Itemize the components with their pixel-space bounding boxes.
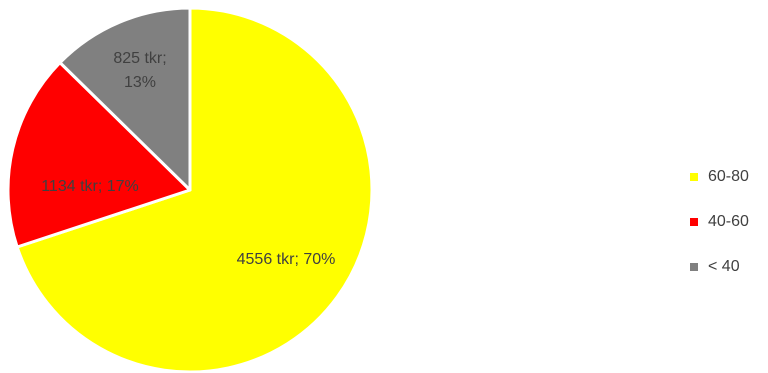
pie-slice-40 (58, 6, 192, 192)
pie-slice-60-80 (15, 6, 374, 373)
legend-swatch-40 (690, 263, 698, 271)
data-label-40-60: 1134 tkr; 17% (41, 178, 139, 195)
legend-label-40: < 40 (708, 258, 740, 275)
pie-slices (6, 6, 374, 373)
pie-slice-40-60 (6, 61, 192, 249)
legend-label-40-60: 40-60 (708, 213, 749, 230)
data-label-40: 825 tkr; 13% (113, 50, 166, 91)
pie-data-labels: 4556 tkr; 70% 1134 tkr; 17% 825 tkr; 13% (41, 50, 335, 268)
legend: 60-80 40-60 < 40 (690, 168, 749, 275)
legend-label-60-80: 60-80 (708, 168, 749, 185)
legend-swatch-40-60 (690, 218, 698, 226)
data-label-60-80: 4556 tkr; 70% (237, 251, 336, 268)
legend-swatch-60-80 (690, 173, 698, 181)
